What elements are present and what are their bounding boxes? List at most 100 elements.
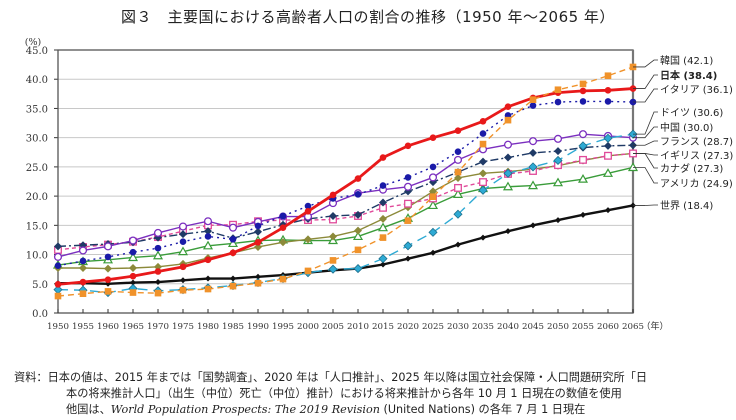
data-point [604, 151, 612, 160]
y-tick-label: 20.0 [26, 192, 48, 203]
data-point [505, 228, 511, 235]
data-point [554, 98, 562, 106]
x-tick-label: 1990 [247, 322, 269, 332]
y-tick-label: 0.0 [32, 309, 48, 320]
data-point [154, 262, 162, 271]
data-point [503, 168, 513, 178]
x-tick-label: 2035 [472, 322, 494, 332]
data-point [204, 256, 212, 264]
data-point [454, 173, 462, 182]
data-point [304, 235, 312, 244]
data-point [552, 177, 564, 187]
x-tick-label: 2025 [422, 322, 444, 332]
data-point [329, 232, 337, 241]
data-point [579, 87, 587, 95]
data-point [154, 289, 162, 297]
series-line-イギリス [57, 152, 634, 251]
legend-label: イタリア (36.1) [660, 84, 733, 96]
data-point [627, 162, 639, 172]
data-point [328, 264, 338, 274]
legend-leader-line [633, 74, 658, 89]
x-tick-label: 2040 [497, 322, 519, 332]
legend-label: フランス (28.7) [660, 136, 733, 148]
legend-leader-line [633, 140, 658, 146]
data-point [478, 185, 488, 195]
data-point [279, 224, 287, 231]
data-point [229, 236, 237, 243]
data-point [204, 233, 212, 240]
data-point [379, 214, 387, 223]
data-point [380, 261, 386, 268]
x-tick-label: 1955 [72, 322, 94, 332]
data-point [229, 249, 237, 257]
x-tick-label: 2005 [322, 322, 344, 332]
data-point [555, 217, 561, 224]
data-point [579, 80, 587, 88]
x-tick-label: 1970 [147, 322, 169, 332]
source-note-line1: 日本の値は、2015 年までは「国勢調査」、2020 年は「人口推計」、2025… [47, 371, 648, 384]
data-point [479, 178, 487, 187]
data-point [329, 257, 337, 264]
data-point [354, 191, 362, 198]
legend-label: 世界 (18.4) [660, 200, 713, 212]
y-tick-label: 5.0 [32, 280, 48, 291]
legend-leader-line [633, 111, 658, 135]
data-point [429, 134, 437, 141]
x-tick-label: 2000 [297, 322, 319, 332]
series-line-フランス [57, 144, 634, 248]
data-point [427, 200, 439, 210]
data-point [127, 252, 139, 262]
x-tick-label: 1975 [172, 322, 194, 332]
data-point [152, 250, 164, 260]
data-point [129, 289, 137, 296]
legend-leader-line [633, 88, 658, 103]
data-point [128, 236, 138, 245]
y-tick-label: 15.0 [26, 221, 48, 232]
data-point [379, 154, 387, 161]
data-point [353, 264, 363, 274]
data-point [204, 227, 212, 236]
data-point [180, 277, 186, 284]
data-point [429, 163, 437, 171]
data-point [403, 182, 413, 191]
data-point [227, 238, 239, 248]
data-point [329, 211, 337, 220]
data-point [354, 226, 362, 235]
legend-leader-line [633, 59, 658, 68]
data-point [352, 231, 364, 241]
y-tick-label: 10.0 [26, 251, 48, 262]
data-point [580, 211, 586, 218]
data-point [104, 276, 112, 283]
data-point [379, 234, 387, 241]
x-tick-label: 1995 [272, 322, 294, 332]
data-point [155, 279, 161, 286]
data-point [577, 173, 589, 183]
series-line-アメリカ [57, 166, 634, 266]
data-point [579, 98, 587, 105]
data-point [479, 157, 487, 166]
data-point [428, 227, 438, 237]
data-point [254, 238, 262, 246]
data-point [578, 141, 588, 151]
data-point [479, 118, 487, 125]
data-point [454, 127, 462, 134]
data-point [254, 279, 262, 287]
data-point [129, 263, 137, 272]
source-note-line2: 本の将来推計人口」（出生（中位）死亡（中位）推計）における将来推計から各年 10… [66, 387, 622, 400]
data-point [54, 292, 62, 300]
y-tick-label: 45.0 [26, 46, 48, 57]
data-point [228, 223, 238, 232]
legend-label: イギリス (27.3) [660, 150, 733, 162]
data-point [479, 169, 487, 178]
data-point [205, 275, 211, 282]
series-line-日本 [57, 87, 634, 286]
data-point [354, 246, 362, 254]
series-line-ドイツ [57, 133, 634, 294]
data-point [54, 262, 62, 269]
legend-label: アメリカ (24.9) [660, 178, 733, 190]
data-point [230, 275, 236, 282]
data-point [179, 286, 187, 294]
data-point [604, 141, 612, 150]
source-note-line3-a: 他国は、 [66, 403, 111, 416]
data-point [604, 72, 612, 80]
